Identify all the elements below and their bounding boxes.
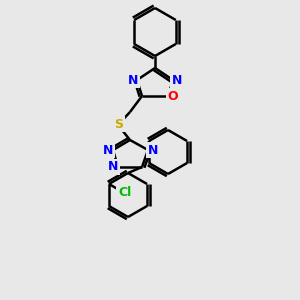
Text: N: N <box>103 143 113 157</box>
Text: N: N <box>148 143 158 157</box>
Text: N: N <box>128 74 138 86</box>
Text: S: S <box>115 118 124 130</box>
Text: O: O <box>168 89 178 103</box>
Text: Cl: Cl <box>118 187 131 200</box>
Text: N: N <box>108 160 118 173</box>
Text: N: N <box>172 74 182 86</box>
